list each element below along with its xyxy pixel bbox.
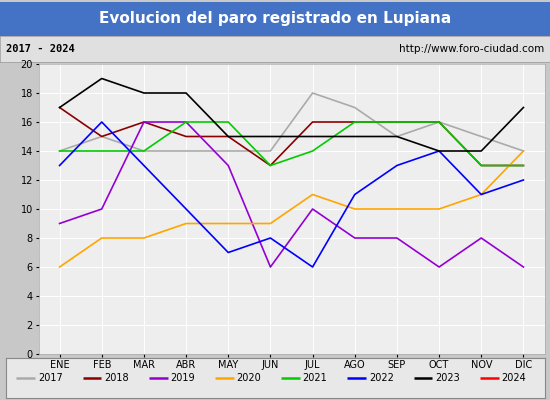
Text: 2022: 2022	[369, 373, 394, 383]
Text: Evolucion del paro registrado en Lupiana: Evolucion del paro registrado en Lupiana	[99, 12, 451, 26]
Text: 2017: 2017	[38, 373, 63, 383]
Text: 2021: 2021	[302, 373, 327, 383]
Text: 2024: 2024	[502, 373, 526, 383]
Text: 2020: 2020	[236, 373, 261, 383]
Text: 2018: 2018	[104, 373, 129, 383]
Text: 2019: 2019	[170, 373, 195, 383]
Text: http://www.foro-ciudad.com: http://www.foro-ciudad.com	[399, 44, 544, 54]
Text: 2017 - 2024: 2017 - 2024	[6, 44, 74, 54]
Text: 2023: 2023	[435, 373, 460, 383]
